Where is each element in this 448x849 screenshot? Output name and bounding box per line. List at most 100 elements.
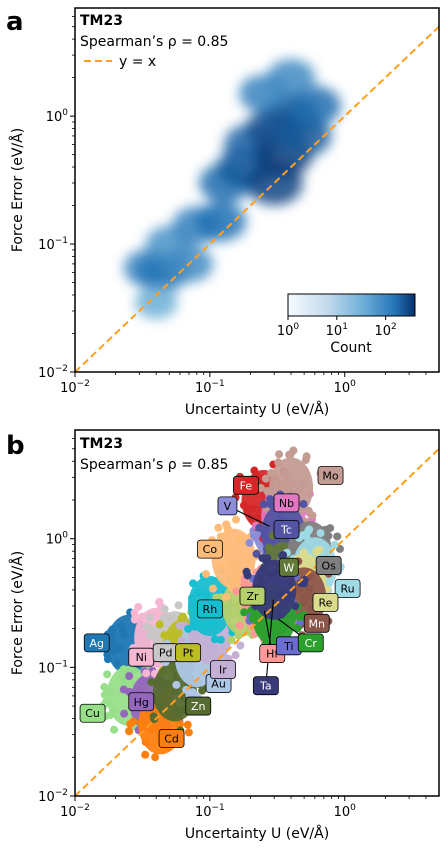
data-point <box>283 591 292 600</box>
data-point <box>291 602 300 611</box>
element-label-rh: Rh <box>196 599 223 619</box>
element-label-cu: Cu <box>79 703 106 723</box>
element-label-ir: Ir <box>210 660 236 680</box>
data-point <box>252 549 261 558</box>
density-blob <box>134 285 178 319</box>
element-label-nb: Nb <box>273 493 300 513</box>
data-point <box>333 532 342 541</box>
annotation-spearman: Spearman’s ρ = 0.85 <box>80 34 228 50</box>
data-point <box>238 538 247 547</box>
data-point <box>271 479 280 488</box>
data-point <box>277 624 286 633</box>
data-point <box>201 653 210 662</box>
data-point <box>189 616 198 625</box>
data-point <box>141 750 150 759</box>
element-label-ag: Ag <box>83 633 110 653</box>
label-box <box>297 633 324 653</box>
data-point <box>184 624 193 633</box>
data-point <box>236 641 245 650</box>
data-point <box>116 675 125 684</box>
data-point <box>274 589 283 598</box>
label-text: Hg <box>134 696 149 709</box>
colorbar-tick-label: 100 <box>277 322 300 339</box>
data-point <box>151 753 160 762</box>
data-point <box>159 614 168 623</box>
label-box <box>128 692 155 712</box>
data-point <box>240 608 249 617</box>
element-label-zn: Zn <box>185 696 212 716</box>
y-tick-label-a: 10−2 <box>38 364 68 381</box>
x-tick-label-b: 100 <box>334 803 357 820</box>
data-point <box>109 644 118 653</box>
label-text: Tc <box>280 523 292 536</box>
data-point <box>100 690 109 699</box>
data-point <box>263 487 272 496</box>
data-point <box>154 677 163 686</box>
label-box <box>273 520 300 539</box>
label-text: Fe <box>240 479 253 492</box>
data-point <box>259 500 268 509</box>
data-point <box>134 602 143 611</box>
colorbar <box>287 293 416 317</box>
data-point <box>261 474 270 483</box>
data-point <box>175 720 184 729</box>
data-point <box>330 540 339 549</box>
element-label-v: V <box>217 496 238 516</box>
data-point <box>257 576 266 585</box>
y-tick-label-b: 10−2 <box>38 788 68 805</box>
label-box <box>83 633 110 653</box>
data-point <box>153 697 162 706</box>
element-label-ni: Ni <box>128 647 155 667</box>
data-point <box>245 554 254 563</box>
label-text: Ti <box>283 640 293 653</box>
colorbar-tick-label: 102 <box>374 322 396 339</box>
colorbar-ticks: 100 101 102 <box>277 316 397 339</box>
element-label-os: Os <box>315 556 342 575</box>
data-point <box>184 728 193 737</box>
data-point <box>205 643 214 652</box>
density-blob <box>288 85 341 126</box>
label-box <box>196 539 223 559</box>
data-point <box>278 551 287 560</box>
data-point <box>125 672 134 681</box>
data-point <box>248 614 257 623</box>
data-point <box>302 452 311 461</box>
data-point <box>142 669 151 678</box>
label-box <box>315 556 342 575</box>
element-label-co: Co <box>196 539 223 559</box>
label-text: Au <box>211 677 226 690</box>
data-point <box>174 601 183 610</box>
data-point <box>299 548 308 557</box>
data-point <box>189 579 198 588</box>
data-point <box>249 531 258 540</box>
data-point <box>214 523 223 532</box>
y-tick-label-b: 10−1 <box>38 659 68 676</box>
data-point <box>275 450 284 459</box>
label-box <box>196 599 223 619</box>
element-label-fe: Fe <box>232 475 259 495</box>
label-text: Ta <box>259 680 272 693</box>
data-point <box>277 610 286 619</box>
data-point <box>103 699 112 708</box>
data-point <box>115 644 124 653</box>
label-text: Cu <box>85 707 100 720</box>
data-point <box>168 613 177 622</box>
panel-a-letter: a <box>6 7 24 37</box>
x-axis-label-b: Uncertainty U (eV/Å) <box>185 825 329 842</box>
label-box <box>312 592 339 612</box>
data-point <box>279 482 288 491</box>
y-tick-label-b: 100 <box>46 531 69 548</box>
data-point <box>308 558 317 567</box>
x-tick-label-a: 100 <box>334 379 357 396</box>
data-point <box>299 531 308 540</box>
label-text: Rh <box>203 603 218 616</box>
data-point <box>116 622 125 631</box>
label-text: Os <box>321 559 336 572</box>
element-label-hg: Hg <box>128 692 155 712</box>
data-point <box>145 613 154 622</box>
element-label-mo: Mo <box>317 466 344 485</box>
data-point <box>243 571 252 580</box>
element-label-cd: Cd <box>158 729 185 748</box>
label-text: Ir <box>219 664 227 677</box>
